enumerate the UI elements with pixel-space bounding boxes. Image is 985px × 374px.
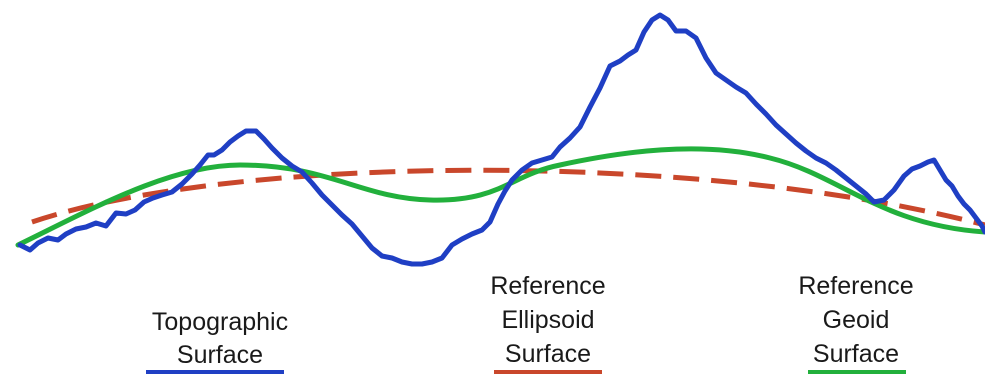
legend-topographic-line-1: Topographic (152, 308, 288, 336)
legend-ellipsoid-line-1: Reference (490, 272, 605, 300)
topographic-surface-curve (17, 12, 985, 267)
legend-geoid-line-1: Reference (798, 272, 913, 300)
legend-geoid-line-3: Surface (813, 340, 899, 368)
geoid-surface-curve (15, 146, 985, 248)
legend-ellipsoid: Reference Ellipsoid Surface (490, 272, 606, 374)
ellipsoid-surface-curve (31, 167, 985, 228)
legend-ellipsoid-line-2: Ellipsoid (501, 306, 594, 334)
legend-topographic: Topographic Surface (146, 308, 288, 374)
legend-geoid-line-2: Geoid (823, 306, 890, 334)
legend-ellipsoid-line-3: Surface (505, 340, 591, 368)
legend-geoid: Reference Geoid Surface (798, 272, 914, 374)
legend-topographic-line-2: Surface (177, 341, 263, 369)
